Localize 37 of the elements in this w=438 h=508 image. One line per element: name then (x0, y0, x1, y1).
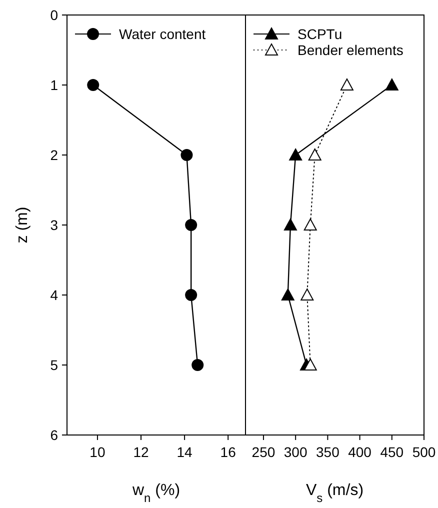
y-tick-label: 3 (50, 217, 58, 233)
y-tick-label: 2 (50, 147, 58, 163)
point (180, 149, 193, 161)
x-tick-label: 14 (176, 444, 193, 460)
x-tick-label: 500 (412, 444, 436, 460)
point (308, 148, 322, 160)
point (340, 78, 354, 90)
y-tick-label: 5 (50, 357, 58, 373)
x-tick-label: 400 (348, 444, 372, 460)
x-axis-title: w$_{n}$ (%) (131, 482, 180, 505)
point (192, 359, 204, 371)
point (304, 218, 317, 230)
y-tick-label: 1 (50, 77, 58, 93)
x-tick-label: 250 (252, 444, 276, 460)
point (289, 148, 302, 160)
point (304, 358, 317, 370)
y-tick-label: 0 (50, 7, 58, 23)
legend-label: SCPTu (298, 26, 342, 42)
legend-label: Water content (119, 26, 206, 42)
point (284, 218, 297, 230)
y-tick-label: 6 (50, 427, 58, 443)
point (185, 289, 198, 301)
x-tick-label: 16 (220, 444, 236, 460)
y-tick-label: 4 (50, 287, 58, 303)
x-tick-label: 350 (316, 444, 340, 460)
legend-label: Bender elements (298, 42, 404, 58)
point (87, 79, 100, 91)
point (300, 288, 314, 300)
y-axis-title: z (m) (14, 206, 31, 244)
point (281, 288, 294, 300)
x-axis-title: V$_{s}$ (m/s) (306, 482, 364, 505)
x-tick-label: 12 (133, 444, 150, 460)
x-tick-label: 10 (90, 444, 106, 460)
point (185, 219, 198, 231)
x-tick-label: 450 (380, 444, 404, 460)
x-tick-label: 300 (284, 444, 308, 460)
point (385, 78, 398, 90)
